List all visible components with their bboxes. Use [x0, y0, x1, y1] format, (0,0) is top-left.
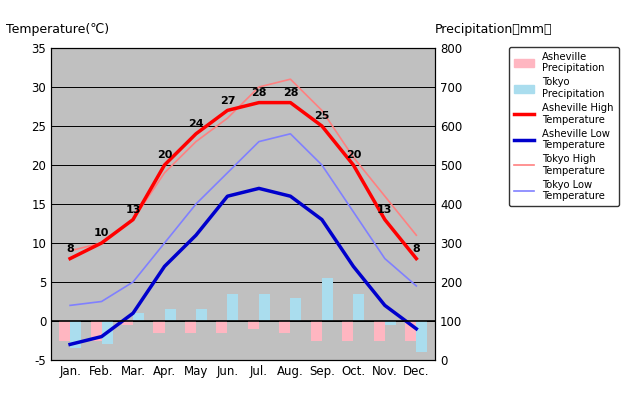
Bar — [102, 321, 113, 344]
Text: Precipitation（mm）: Precipitation（mm） — [435, 23, 553, 36]
Bar — [322, 278, 333, 321]
Text: Temperature(℃): Temperature(℃) — [6, 23, 109, 36]
Bar — [353, 294, 364, 321]
Bar — [280, 321, 291, 333]
Bar — [405, 321, 416, 340]
Bar — [154, 321, 164, 333]
Bar — [185, 321, 196, 333]
Bar — [311, 321, 322, 340]
Text: 10: 10 — [94, 228, 109, 238]
Text: 25: 25 — [314, 111, 330, 121]
Bar — [122, 321, 133, 325]
Text: 8: 8 — [412, 244, 420, 254]
Text: 20: 20 — [157, 150, 172, 160]
Bar — [59, 321, 70, 340]
Text: 20: 20 — [346, 150, 361, 160]
Bar — [291, 298, 301, 321]
Bar — [133, 313, 144, 321]
Bar — [385, 321, 396, 325]
Bar — [70, 321, 81, 348]
Text: 24: 24 — [188, 119, 204, 129]
Text: 28: 28 — [251, 88, 267, 98]
Legend: Asheville
Precipitation, Tokyo
Precipitation, Asheville High
Temperature, Ashevi: Asheville Precipitation, Tokyo Precipita… — [509, 47, 619, 206]
Bar — [227, 294, 239, 321]
Bar — [90, 321, 102, 340]
Bar — [216, 321, 227, 333]
Bar — [374, 321, 385, 340]
Bar — [164, 309, 175, 321]
Bar — [342, 321, 353, 340]
Bar — [248, 321, 259, 329]
Text: 8: 8 — [66, 244, 74, 254]
Bar — [416, 321, 428, 352]
Text: 13: 13 — [377, 205, 392, 215]
Text: 28: 28 — [283, 88, 298, 98]
Text: 27: 27 — [220, 96, 236, 106]
Text: 13: 13 — [125, 205, 141, 215]
Bar — [196, 309, 207, 321]
Bar — [259, 294, 270, 321]
